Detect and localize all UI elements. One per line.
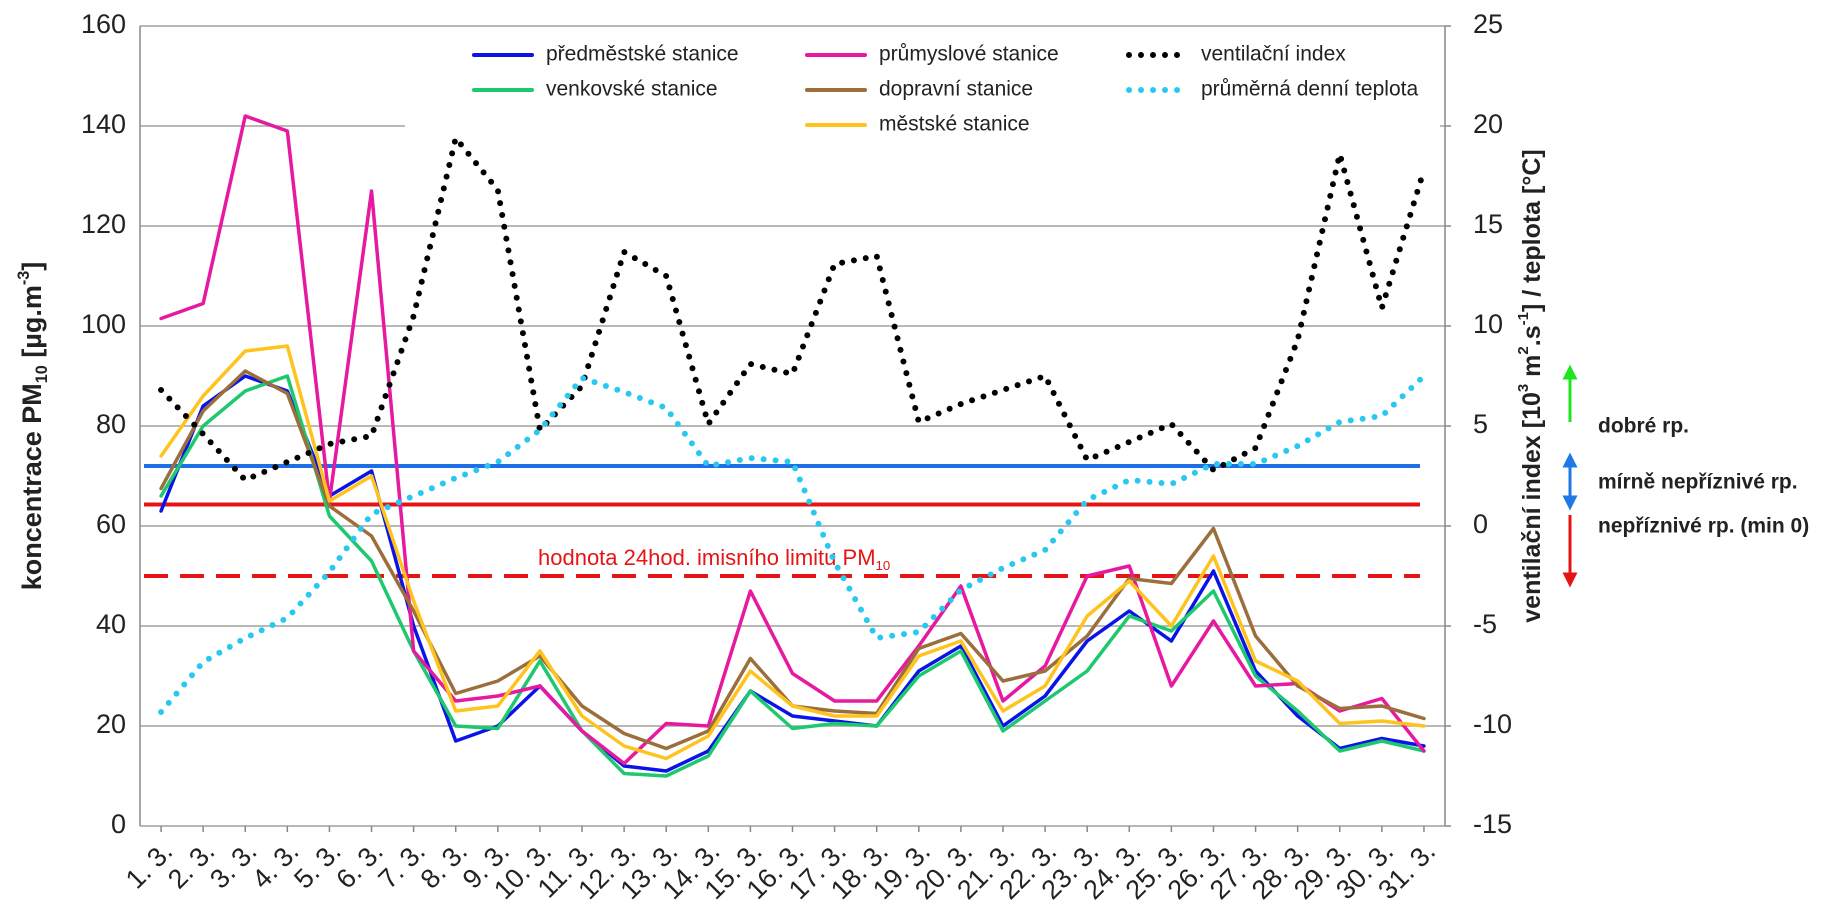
series-line: [159, 374, 1426, 773]
label-part: 2: [1515, 346, 1532, 354]
label-part: -3: [15, 271, 33, 285]
legend-label: předměstské stanice: [546, 43, 739, 66]
annotation: mírně nepříznivé rp.: [1598, 471, 1798, 494]
label-part: hodnota 24hod. imisního limitu PM: [538, 545, 876, 570]
legend-label: průměrná denní teplota: [1201, 78, 1418, 101]
y-tick-label: 20: [96, 709, 126, 739]
series-line: [158, 135, 1427, 483]
annotation: nepříznivé rp. (min 0): [1598, 515, 1809, 538]
label-part: ventilační index [10: [1518, 392, 1546, 623]
y2-tick-label: -15: [1473, 809, 1512, 839]
y-tick-label: 0: [111, 809, 126, 839]
y-tick-label: 160: [81, 9, 126, 39]
legend-label: ventilační index: [1201, 43, 1346, 66]
label-part: ] / teplota [°C]: [1518, 149, 1546, 312]
y2-tick-label: 10: [1473, 309, 1503, 339]
y2-tick-label: 25: [1473, 9, 1503, 39]
label-part: .s: [1518, 325, 1546, 346]
annotation: dobré rp.: [1598, 415, 1689, 438]
reference-label: hodnota 24hod. imisního limitu PM10: [538, 545, 890, 573]
label-part: 3: [1515, 384, 1532, 392]
y-tick-label: 100: [81, 309, 126, 339]
label-part: [µg.m: [17, 285, 47, 365]
y2-tick-label: -10: [1473, 709, 1512, 739]
label-part: m: [1518, 355, 1546, 384]
legend-label: venkovské stanice: [546, 78, 718, 101]
y2-tick-label: 20: [1473, 109, 1503, 139]
legend-box: [405, 30, 1440, 158]
legend-label: průmyslové stanice: [879, 43, 1059, 66]
legend-label: městské stanice: [879, 113, 1030, 136]
y2-tick-label: 0: [1473, 509, 1488, 539]
legend-label: dopravní stanice: [879, 78, 1033, 101]
label-part: 10: [876, 558, 891, 573]
y-axis-title: koncentrace PM10 [µg.m-3]: [15, 262, 51, 591]
y-tick-label: 80: [96, 409, 126, 439]
y2-tick-label: -5: [1473, 609, 1497, 639]
label-part: koncentrace PM: [17, 383, 47, 590]
label-part: ]: [17, 262, 47, 271]
y2-tick-label: 5: [1473, 409, 1488, 439]
y2-axis-title: ventilační index [103 m2.s-1] / teplota …: [1515, 149, 1545, 622]
series-line: [159, 114, 1426, 766]
series-line: [159, 344, 1426, 761]
y-tick-label: 40: [96, 609, 126, 639]
label-part: 10: [33, 365, 51, 383]
series-line: [159, 374, 1426, 778]
label-part: -1: [1515, 312, 1532, 325]
y-tick-label: 120: [81, 209, 126, 239]
y2-tick-label: 15: [1473, 209, 1503, 239]
y-tick-label: 140: [81, 109, 126, 139]
y-tick-label: 60: [96, 509, 126, 539]
